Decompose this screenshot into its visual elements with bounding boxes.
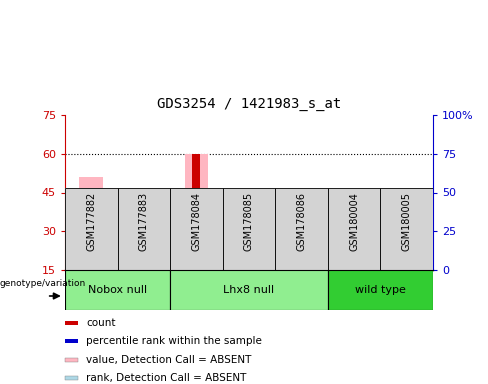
Bar [118,188,170,270]
Bar [170,188,223,270]
Bar [403,234,410,237]
Bar [298,220,305,222]
Text: value, Detection Call = ABSENT: value, Detection Call = ABSENT [86,355,251,365]
Bar [184,154,208,270]
Bar [381,188,433,270]
Bar [65,358,78,362]
Text: genotype/variation: genotype/variation [0,280,86,288]
Text: GSM180005: GSM180005 [402,192,412,251]
Bar [298,217,305,220]
Bar [223,188,275,270]
Bar [65,321,78,325]
Bar [298,194,305,270]
Text: wild type: wild type [355,285,406,295]
Bar [237,192,261,270]
Bar [65,339,78,343]
Bar [328,188,381,270]
Bar [350,227,358,230]
Bar [132,231,156,270]
Text: GSM178085: GSM178085 [244,192,254,251]
Bar [88,214,95,217]
Text: percentile rank within the sample: percentile rank within the sample [86,336,262,346]
Bar [290,194,313,270]
Text: GSM177882: GSM177882 [86,192,96,252]
Bar [193,214,200,217]
Text: GSM178086: GSM178086 [297,192,306,251]
Text: count: count [86,318,116,328]
Text: Lhx8 null: Lhx8 null [224,285,275,295]
Bar [140,227,147,230]
Bar [395,265,419,270]
Bar [65,270,170,310]
Text: GSM180004: GSM180004 [349,192,359,251]
Text: Nobox null: Nobox null [88,285,147,295]
Bar [245,217,253,220]
Bar [65,376,78,381]
Bar [80,177,103,270]
Bar [245,220,253,222]
Text: GSM177883: GSM177883 [139,192,149,251]
Bar [88,210,95,213]
Bar [65,188,118,270]
Text: rank, Detection Call = ABSENT: rank, Detection Call = ABSENT [86,374,246,384]
Title: GDS3254 / 1421983_s_at: GDS3254 / 1421983_s_at [157,97,341,111]
Bar [275,188,328,270]
Bar [342,230,366,270]
Bar [192,154,201,270]
Bar [170,270,328,310]
Bar [328,270,433,310]
Text: GSM178084: GSM178084 [191,192,202,251]
